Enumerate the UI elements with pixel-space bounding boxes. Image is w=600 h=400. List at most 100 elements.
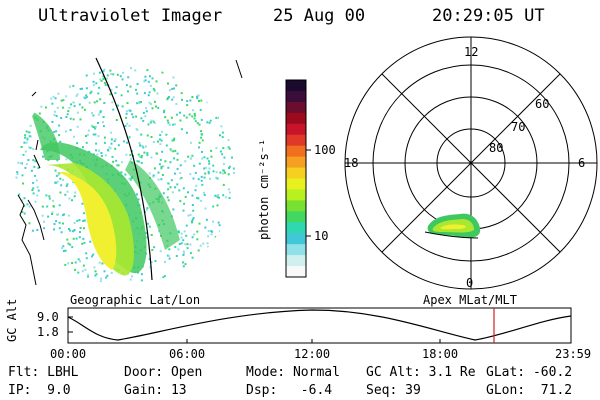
geographic-image xyxy=(15,57,243,286)
uv-pixel xyxy=(189,252,192,255)
uv-pixel xyxy=(207,246,210,248)
uv-pixel xyxy=(121,161,124,164)
uv-pixel xyxy=(86,133,89,136)
uv-pixel xyxy=(179,119,182,122)
uv-pixel xyxy=(143,80,146,83)
coastline-inner xyxy=(27,199,45,241)
uv-pixel xyxy=(204,207,207,210)
uv-pixel xyxy=(160,178,163,181)
uv-pixel xyxy=(168,89,171,92)
uv-pixel xyxy=(110,131,113,134)
uv-pixel xyxy=(78,219,81,222)
uv-pixel xyxy=(103,141,106,144)
uv-pixel xyxy=(191,204,194,206)
uv-pixel xyxy=(130,67,132,70)
colorbar-band xyxy=(286,123,306,136)
uv-pixel xyxy=(199,108,202,111)
uv-pixel xyxy=(163,109,166,112)
uv-pixel xyxy=(98,149,100,152)
colorbar-band xyxy=(286,134,306,147)
uv-pixel xyxy=(100,277,103,280)
uv-pixel xyxy=(167,255,170,257)
uv-pixel xyxy=(159,278,162,281)
uv-pixel xyxy=(76,142,79,145)
uv-pixel xyxy=(91,112,94,115)
colorbar-band xyxy=(286,266,306,278)
uv-pixel xyxy=(125,84,128,87)
uv-pixel xyxy=(96,100,99,103)
uv-pixel xyxy=(136,83,139,85)
uv-pixel xyxy=(125,110,128,113)
lat-label-80: 80 xyxy=(489,141,504,155)
uv-pixel xyxy=(175,113,178,116)
colorbar-band xyxy=(286,233,306,245)
uv-pixel xyxy=(51,102,54,105)
uv-pixel xyxy=(193,113,196,115)
uv-pixel xyxy=(57,92,60,95)
uv-pixel xyxy=(162,165,165,168)
uv-pixel xyxy=(179,270,182,273)
uv-pixel xyxy=(32,187,35,190)
uv-pixel xyxy=(143,92,146,95)
uv-pixel xyxy=(215,147,218,150)
uv-pixel xyxy=(140,155,143,157)
uv-pixel xyxy=(216,177,219,180)
uv-pixel xyxy=(56,180,59,183)
uv-pixel xyxy=(180,92,183,95)
uv-pixel xyxy=(97,135,100,138)
uv-pixel xyxy=(153,167,156,170)
uv-pixel xyxy=(144,145,147,148)
uv-pixel xyxy=(191,256,194,259)
uv-pixel xyxy=(31,229,34,232)
uv-pixel xyxy=(142,146,145,149)
uv-pixel xyxy=(179,200,182,203)
uv-pixel xyxy=(148,91,151,94)
uv-pixel xyxy=(184,160,187,163)
uv-pixel xyxy=(203,167,206,170)
uv-pixel xyxy=(112,160,115,163)
uv-pixel xyxy=(54,97,57,100)
uv-pixel xyxy=(71,262,74,264)
uv-pixel xyxy=(163,275,166,278)
uv-pixel xyxy=(136,193,138,196)
uv-pixel xyxy=(57,213,60,216)
uv-pixel xyxy=(128,177,131,180)
uv-pixel xyxy=(100,154,103,157)
uv-pixel xyxy=(73,195,76,198)
uv-pixel xyxy=(135,128,138,130)
uv-pixel xyxy=(54,169,57,172)
uv-pixel xyxy=(120,94,123,97)
uv-pixel xyxy=(128,136,131,139)
uv-pixel xyxy=(148,101,151,104)
uv-pixel xyxy=(23,205,26,207)
uv-pixel xyxy=(197,249,200,252)
uv-pixel xyxy=(186,243,189,246)
uv-pixel xyxy=(126,141,129,144)
uv-pixel xyxy=(146,69,149,72)
uv-pixel xyxy=(212,164,215,167)
uv-pixel xyxy=(85,74,88,77)
uv-pixel xyxy=(25,130,28,133)
uv-pixel xyxy=(52,199,55,202)
uv-pixel xyxy=(93,266,96,269)
uv-pixel xyxy=(215,116,218,119)
uv-pixel xyxy=(153,89,156,92)
uv-pixel xyxy=(172,150,175,153)
uv-pixel xyxy=(48,195,51,198)
uv-pixel xyxy=(224,220,227,223)
uv-pixel xyxy=(146,222,149,225)
uv-pixel xyxy=(197,197,200,200)
uv-pixel xyxy=(169,161,172,164)
uv-pixel xyxy=(172,76,175,79)
uv-pixel xyxy=(180,177,183,179)
uv-pixel xyxy=(93,72,95,75)
uv-pixel xyxy=(120,171,123,174)
uv-pixel xyxy=(151,249,154,251)
uv-pixel xyxy=(62,178,65,181)
uv-pixel xyxy=(67,110,70,113)
uv-pixel xyxy=(124,173,127,176)
colorbar-band xyxy=(286,167,306,180)
uv-pixel xyxy=(65,116,68,118)
uv-pixel xyxy=(55,220,58,223)
colorbar xyxy=(286,80,306,278)
